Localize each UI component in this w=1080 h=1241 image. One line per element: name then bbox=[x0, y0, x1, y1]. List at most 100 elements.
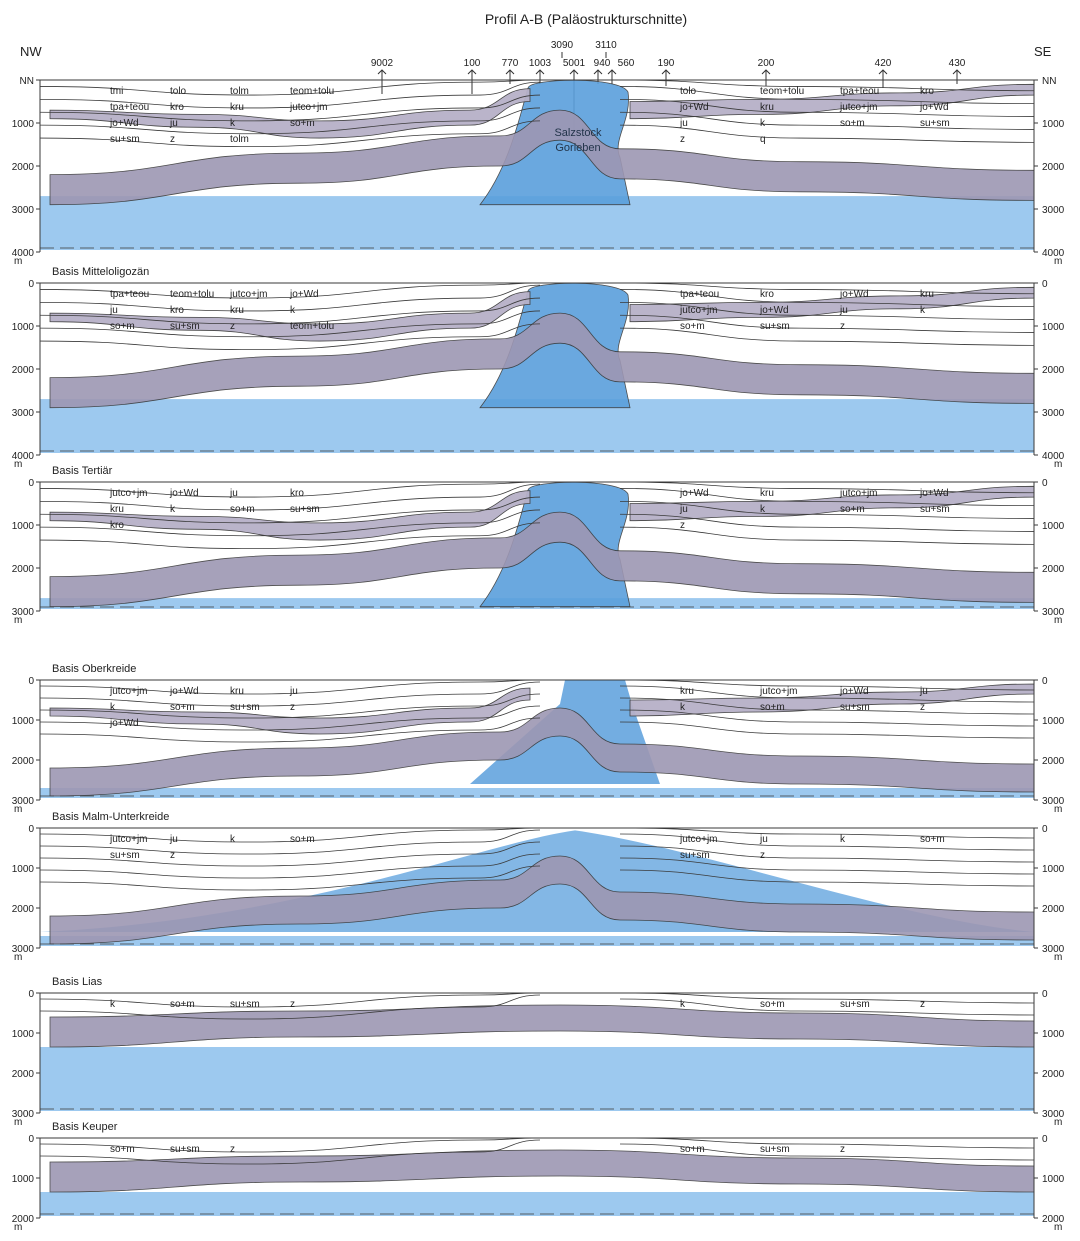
depth-tick-left: 2000 bbox=[12, 162, 35, 173]
strat-label: so+m bbox=[290, 118, 315, 129]
strat-label: jo+Wd bbox=[919, 488, 949, 499]
strat-label: tolm bbox=[230, 86, 249, 97]
strat-label: ju bbox=[679, 504, 688, 515]
strat-label: su+sm bbox=[760, 321, 790, 332]
strat-label: ju bbox=[839, 305, 848, 316]
depth-unit-left: m bbox=[14, 256, 22, 267]
horizon-line bbox=[619, 314, 1035, 333]
strat-label: su+sm bbox=[170, 1144, 200, 1155]
horizon-line bbox=[619, 1137, 1035, 1149]
depth-tick-right: 3000 bbox=[1042, 944, 1065, 955]
horizon-line bbox=[39, 1139, 541, 1165]
depth-unit-left: m bbox=[14, 1222, 22, 1233]
panel-title: Basis Malm-Unterkreide bbox=[52, 811, 169, 823]
horizon-line bbox=[39, 282, 541, 299]
well-label: 420 bbox=[875, 58, 892, 69]
depth-unit-right: m bbox=[1054, 1117, 1062, 1128]
horizon-line bbox=[619, 282, 1035, 295]
strat-label: tpa+teou bbox=[680, 289, 719, 300]
well-label: 940 bbox=[594, 58, 611, 69]
horizon-line bbox=[39, 827, 541, 843]
strat-label: z bbox=[760, 850, 765, 861]
strat-label: k bbox=[230, 118, 236, 129]
zechstein-salt bbox=[40, 788, 1034, 798]
horizon-line bbox=[619, 709, 1035, 727]
panel-title: Basis Mitteloligozän bbox=[52, 266, 149, 278]
strat-label: k bbox=[760, 118, 766, 129]
horizon-line bbox=[619, 685, 1035, 703]
horizon-line bbox=[39, 107, 541, 135]
depth-tick-left: 2000 bbox=[12, 1214, 35, 1225]
well-label: 3110 bbox=[595, 40, 617, 51]
depth-tick-left: 3000 bbox=[12, 796, 35, 807]
strat-label: jutco+jm bbox=[109, 488, 148, 499]
depth-tick-left: 0 bbox=[28, 824, 34, 835]
layer-kru bbox=[49, 88, 531, 139]
depth-tick-left: 3000 bbox=[12, 205, 35, 216]
strat-label: so+m bbox=[290, 834, 315, 845]
strat-label: jutco+jm bbox=[679, 305, 718, 316]
strat-label: kru bbox=[230, 102, 244, 113]
strat-label: jo+Wd bbox=[759, 305, 789, 316]
depth-tick-left: 1000 bbox=[12, 521, 35, 532]
zechstein-salt bbox=[40, 1047, 1034, 1111]
horizon-line bbox=[39, 483, 541, 511]
strat-label: z bbox=[290, 999, 295, 1010]
depth-tick-left: 0 bbox=[28, 1134, 34, 1145]
horizon-line bbox=[39, 994, 541, 1020]
direction-nw: NW bbox=[20, 44, 42, 59]
well-label: 560 bbox=[618, 58, 635, 69]
strat-label: kru bbox=[760, 102, 774, 113]
strat-label: kru bbox=[230, 686, 244, 697]
depth-tick-left: 4000 bbox=[12, 248, 35, 259]
strat-label: z bbox=[840, 321, 845, 332]
layer-su-sm bbox=[49, 1149, 1035, 1193]
panel-title: Basis Lias bbox=[52, 976, 103, 988]
strat-label: k bbox=[290, 305, 296, 316]
horizon-line bbox=[619, 481, 1035, 494]
horizon-line bbox=[619, 721, 1035, 739]
depth-tick-left: 0 bbox=[28, 989, 34, 1000]
horizon-line bbox=[619, 124, 1035, 143]
depth-tick-right: 0 bbox=[1042, 824, 1048, 835]
depth-tick-left: 1000 bbox=[12, 322, 35, 333]
strat-label: so+m bbox=[840, 504, 865, 515]
depth-tick-left: 1000 bbox=[12, 1029, 35, 1040]
horizon-line bbox=[39, 310, 541, 338]
strat-label: so+m bbox=[760, 702, 785, 713]
depth-tick-right: 1000 bbox=[1042, 864, 1065, 875]
depth-tick-left: 2000 bbox=[12, 756, 35, 767]
depth-tick-left: 3000 bbox=[12, 1109, 35, 1120]
strat-label: k bbox=[920, 305, 926, 316]
horizon-line bbox=[39, 81, 541, 109]
layer-kru bbox=[49, 291, 531, 342]
horizon-line bbox=[39, 94, 541, 122]
depth-tick-right: 4000 bbox=[1042, 451, 1065, 462]
horizon-line bbox=[619, 1143, 1035, 1161]
strat-label: jo+Wd bbox=[169, 488, 199, 499]
strat-label: ju bbox=[759, 834, 768, 845]
strat-label: su+sm bbox=[840, 702, 870, 713]
strat-label: kru bbox=[680, 686, 694, 697]
strat-label: ju bbox=[169, 834, 178, 845]
horizon-line bbox=[39, 284, 541, 312]
depth-tick-right: 0 bbox=[1042, 478, 1048, 489]
strat-label: su+sm bbox=[680, 850, 710, 861]
strat-label: z bbox=[170, 850, 175, 861]
strat-label: jo+Wd bbox=[679, 102, 709, 113]
strat-label: jo+Wd bbox=[919, 102, 949, 113]
well-label: 9002 bbox=[371, 58, 394, 69]
strat-label: su+sm bbox=[110, 850, 140, 861]
horizon-line bbox=[619, 289, 1035, 308]
strat-label: tolo bbox=[680, 86, 697, 97]
depth-tick-left: 1000 bbox=[12, 119, 35, 130]
salt-stock-label: Gorleben bbox=[555, 142, 600, 154]
well-label: 200 bbox=[758, 58, 775, 69]
strat-label: ju bbox=[289, 686, 298, 697]
well-label: 770 bbox=[502, 58, 519, 69]
strat-label: k bbox=[110, 999, 116, 1010]
